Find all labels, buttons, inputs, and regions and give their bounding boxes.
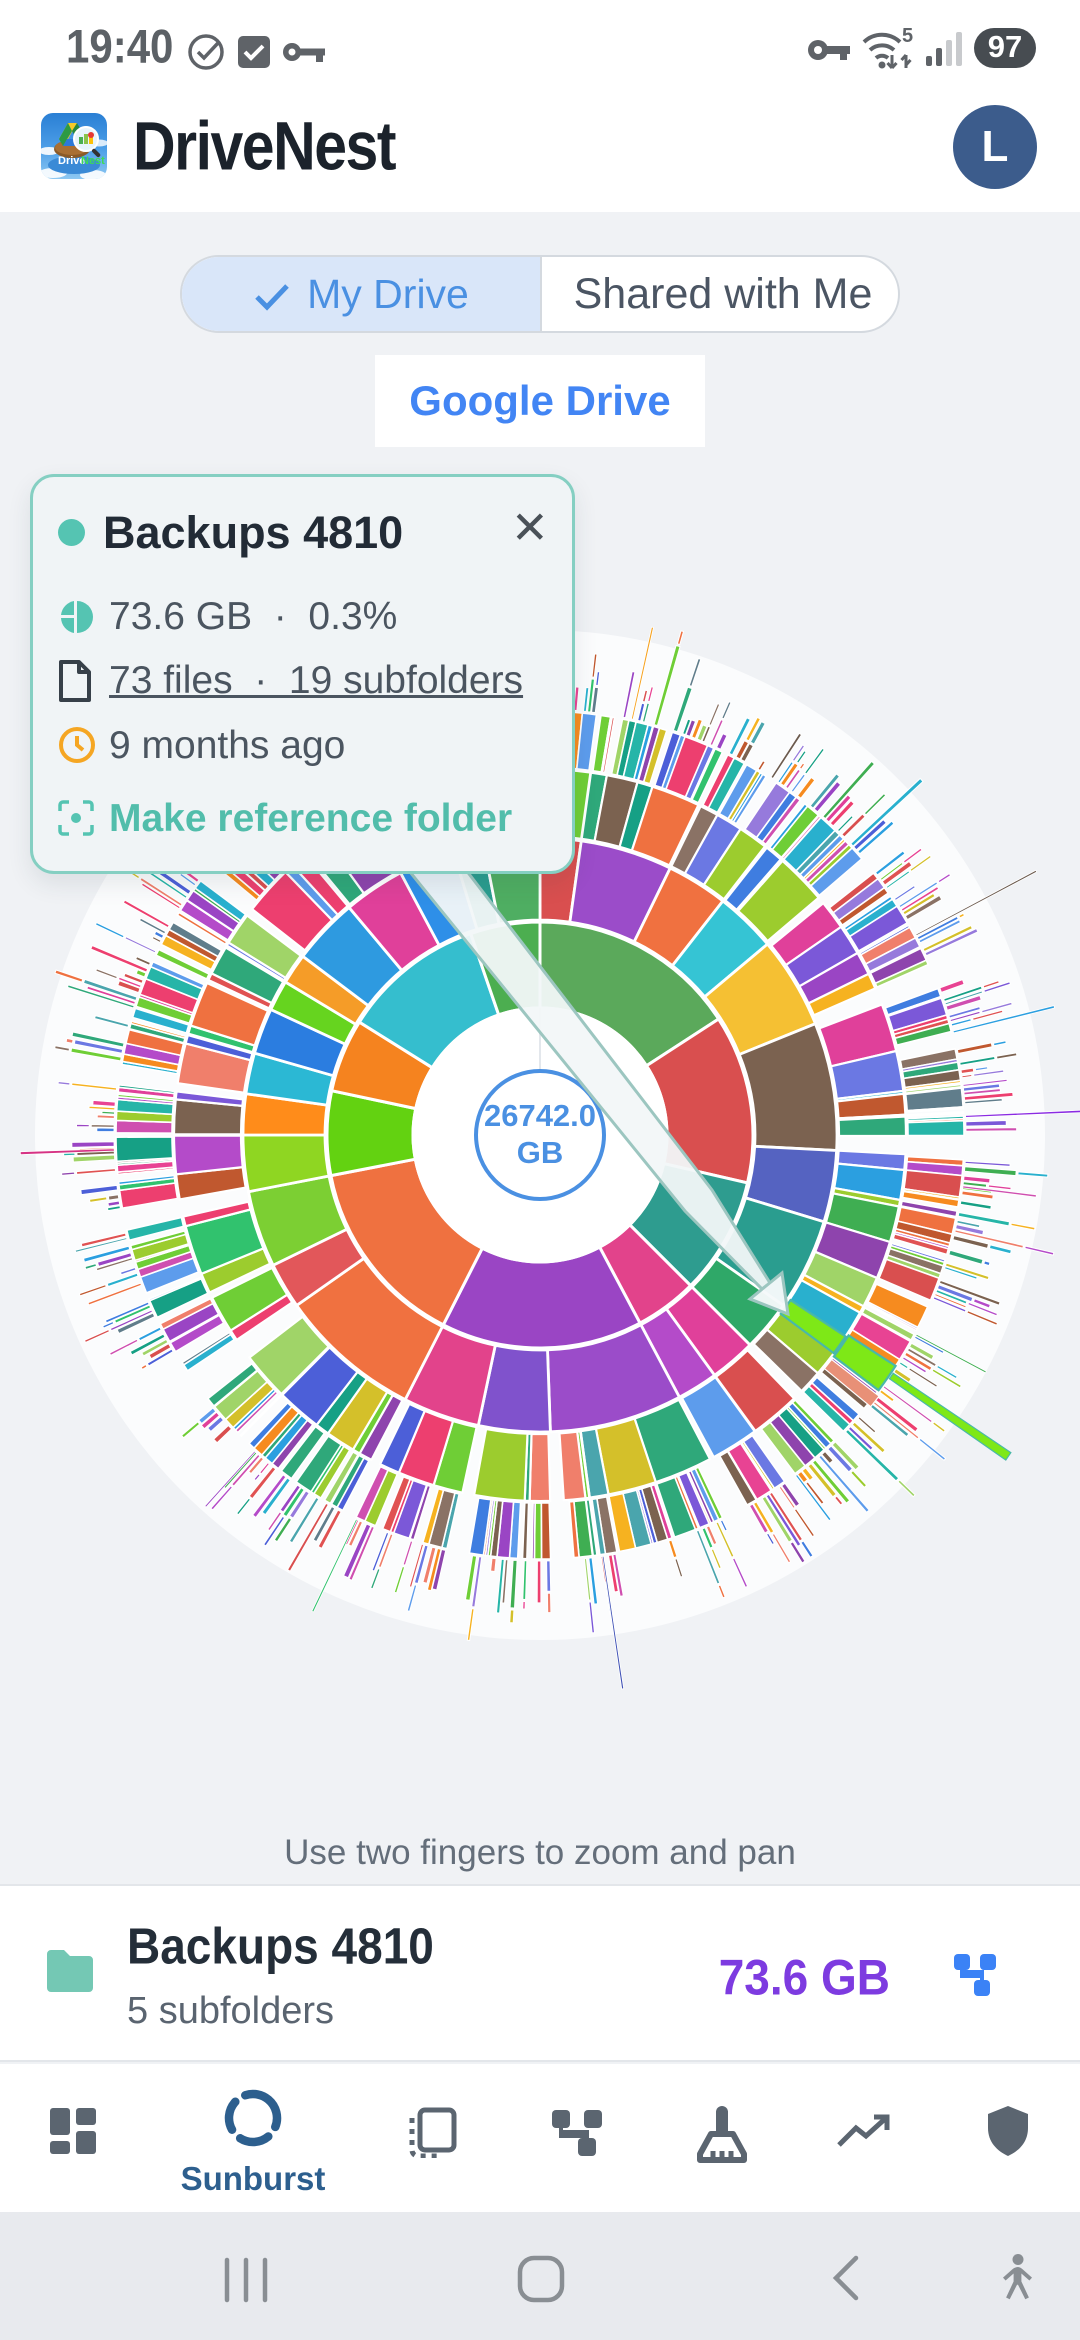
svg-text:Nest: Nest bbox=[81, 155, 105, 167]
svg-text:Drive: Drive bbox=[58, 155, 86, 167]
svg-text:5: 5 bbox=[902, 25, 913, 47]
svg-text:97: 97 bbox=[988, 29, 1022, 64]
svg-text:GB: GB bbox=[517, 1135, 564, 1170]
svg-text:26742.0: 26742.0 bbox=[484, 1098, 596, 1133]
